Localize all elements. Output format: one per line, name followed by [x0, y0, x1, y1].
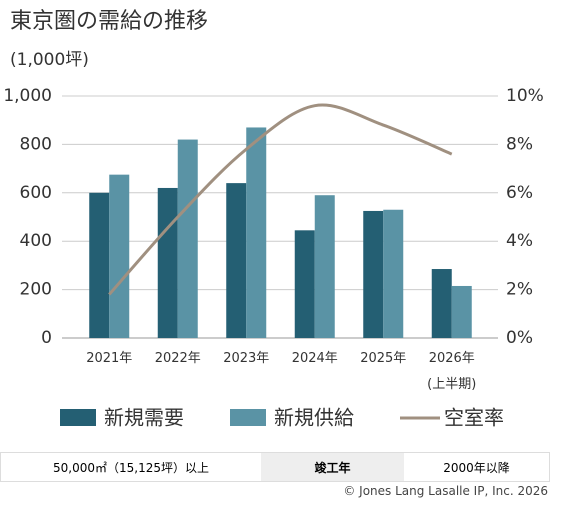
legend-label: 新規供給	[274, 406, 354, 430]
x-tick-label: 2022年	[154, 351, 201, 366]
criteria-cell: 50,000㎡（15,125坪）以上	[53, 460, 209, 475]
y2-tick-label: 0%	[506, 328, 533, 348]
x-tick-label: 2024年	[291, 351, 338, 366]
bar	[246, 127, 267, 339]
bar	[89, 192, 110, 338]
chart: 東京圏の需給の推移 (1,000坪) 0 200 400 600 800 1,000 0% 2…	[3, 9, 544, 430]
y-tick-label: 200	[20, 280, 52, 300]
bar	[177, 139, 198, 338]
bar	[383, 209, 404, 338]
y2-tick-label: 4%	[506, 231, 533, 251]
legend-swatch	[230, 409, 266, 426]
bar	[109, 174, 130, 338]
x-tick-label: 2021年	[86, 351, 133, 366]
criteria-table: 50,000㎡（15,125坪）以上 竣工年 2000年以降	[0, 452, 550, 482]
y-tick-label: 400	[20, 231, 52, 251]
y2-tick-label: 10%	[506, 86, 544, 106]
y-tick-label: 800	[20, 134, 52, 154]
legend-swatch	[60, 409, 96, 426]
y2-tick-label: 8%	[506, 134, 533, 154]
copyright: © Jones Lang Lasalle IP, Inc. 2026	[343, 484, 548, 498]
y2-tick-label: 2%	[506, 280, 533, 300]
x-tick-label: 2023年	[223, 351, 270, 366]
legend-label: 新規需要	[104, 406, 184, 430]
bar	[431, 269, 452, 338]
criteria-cell: 2000年以降	[443, 460, 510, 475]
vacancy-line	[108, 103, 453, 296]
bar	[451, 285, 472, 338]
bar	[226, 183, 247, 338]
x-tick-label: 2026年 (上半期)	[427, 351, 477, 392]
y-tick-label: 0	[41, 328, 52, 348]
y-tick-label: 1,000	[3, 86, 52, 106]
bar	[363, 210, 384, 338]
x-tick-label: 2025年	[360, 351, 407, 366]
y-axis-label: (1,000坪)	[10, 50, 89, 70]
bar	[314, 195, 335, 338]
legend-label: 空室率	[444, 406, 504, 430]
y-tick-label: 600	[20, 183, 52, 203]
y2-tick-label: 6%	[506, 183, 533, 203]
bar	[157, 187, 178, 338]
criteria-cell: 竣工年	[261, 453, 404, 481]
bar	[294, 230, 315, 338]
chart-title: 東京圏の需給の推移	[10, 9, 208, 34]
